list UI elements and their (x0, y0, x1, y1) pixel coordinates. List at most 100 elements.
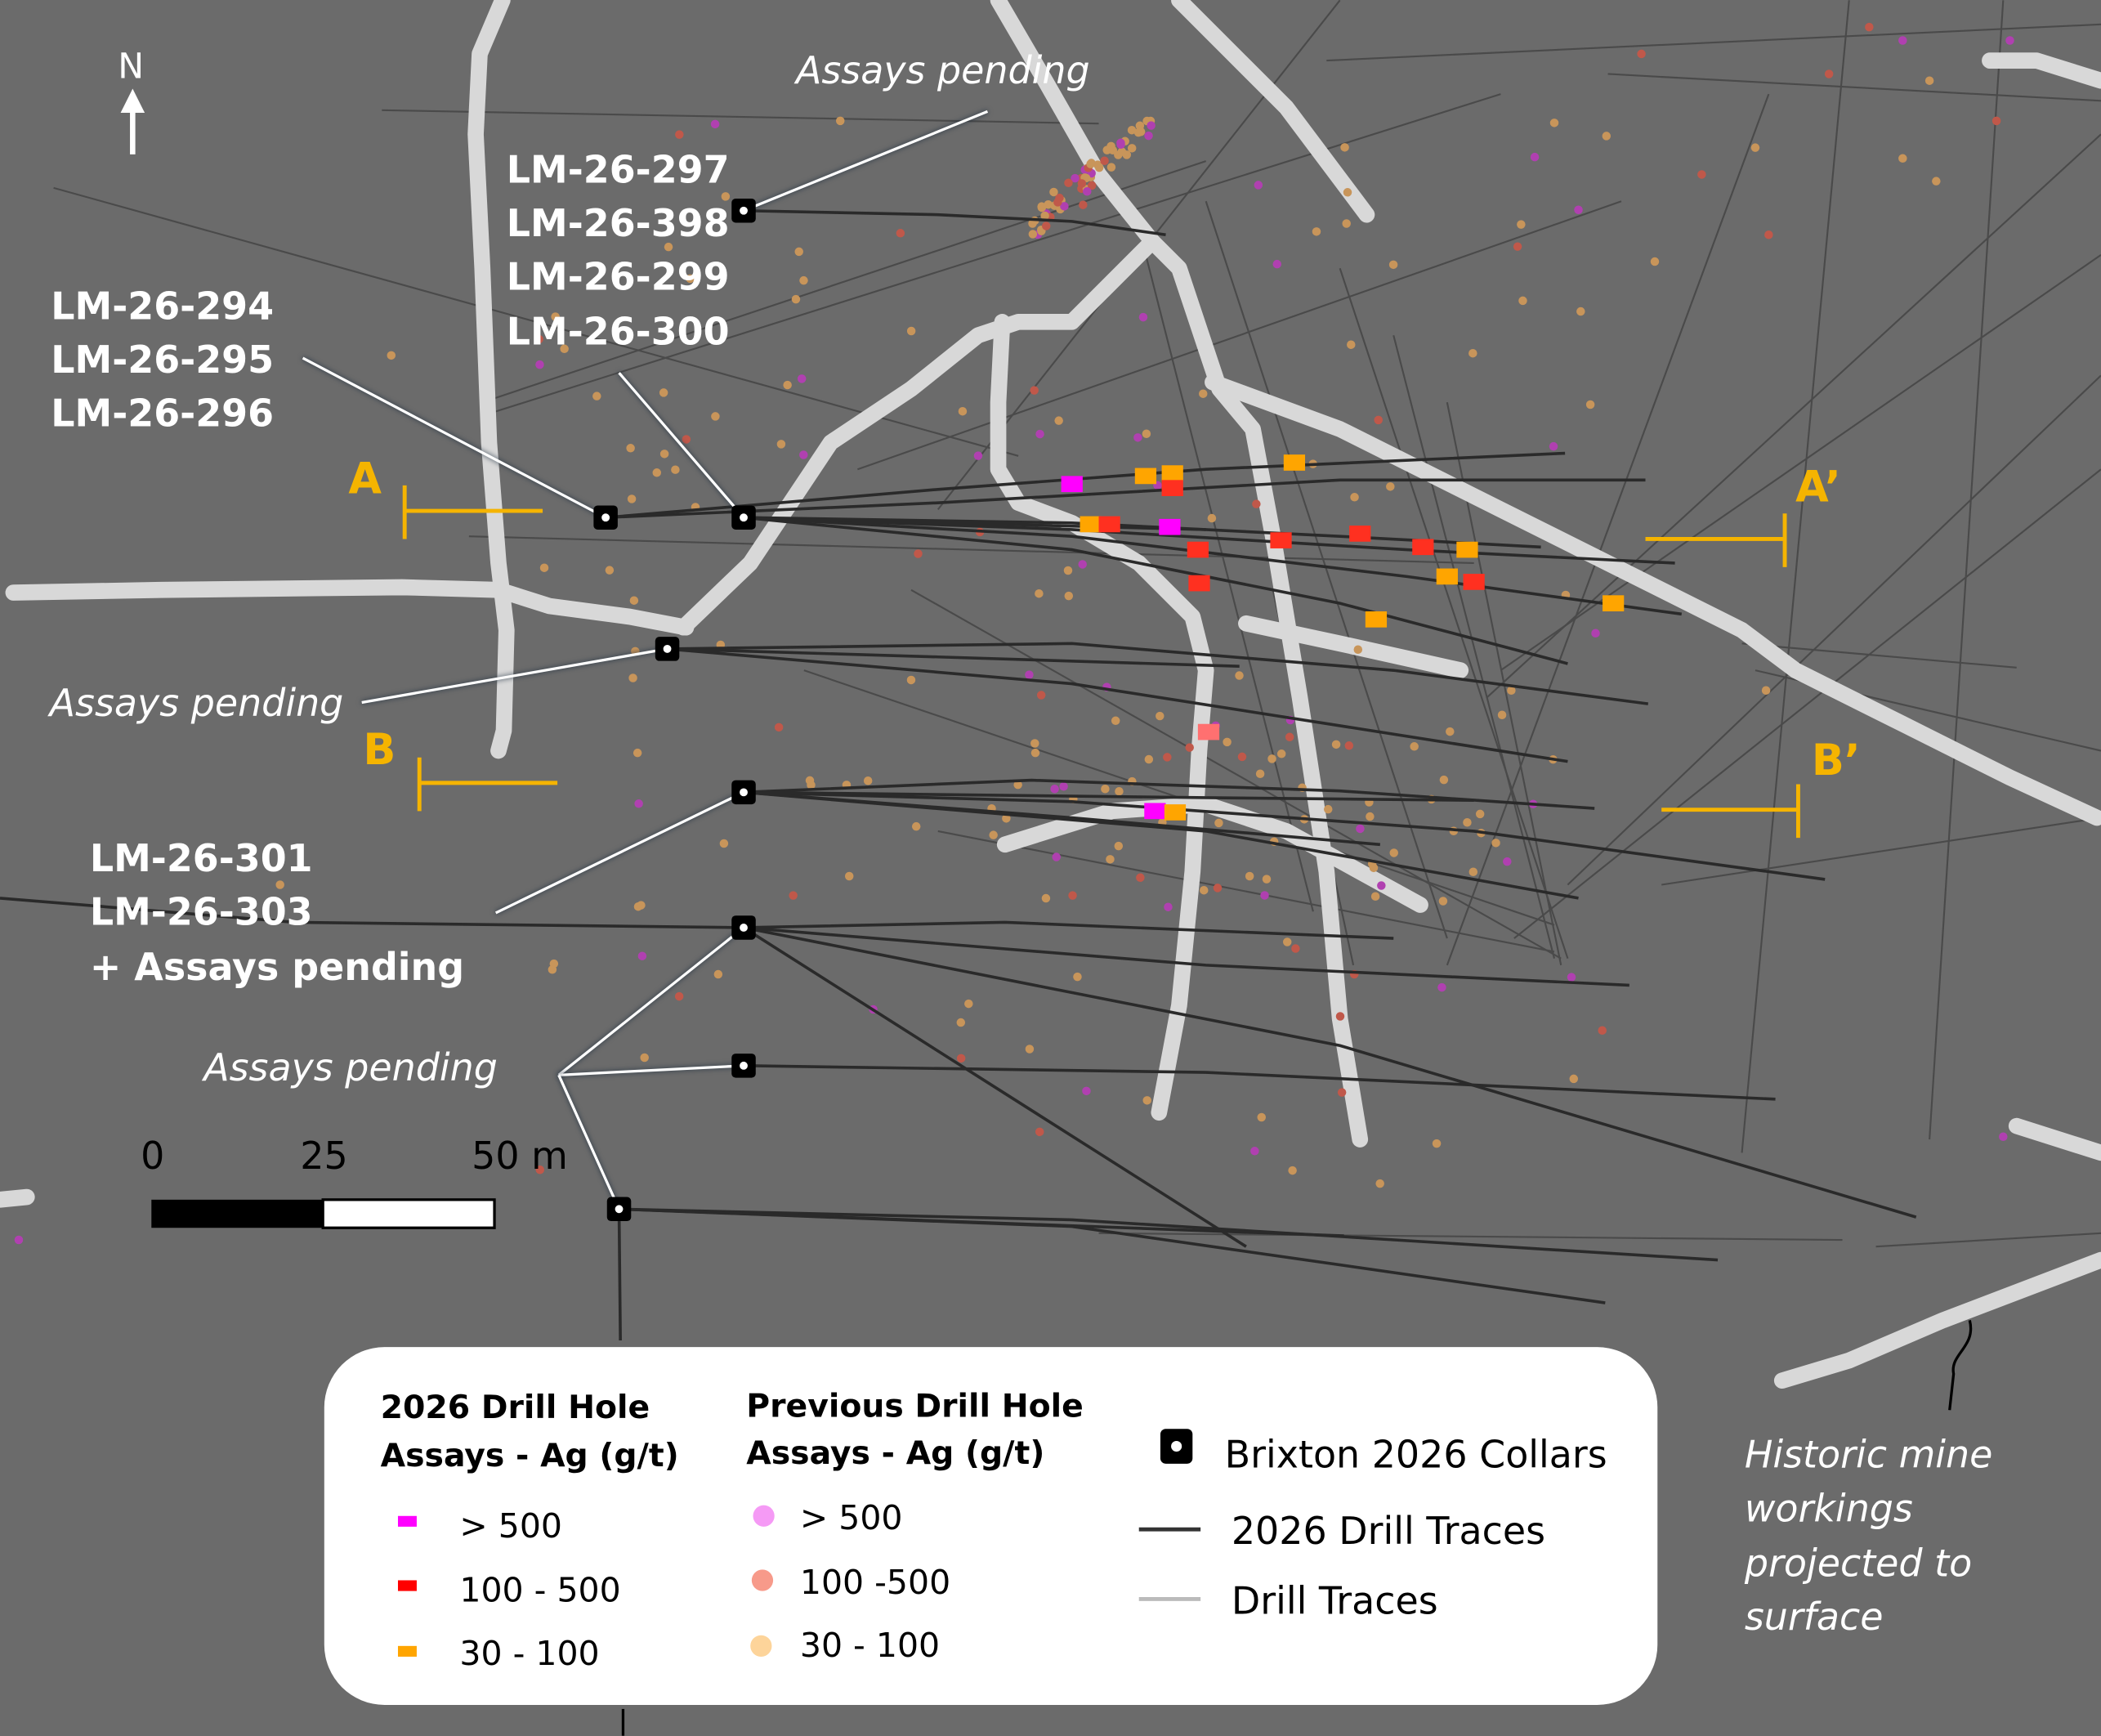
assay-point (1030, 739, 1039, 748)
assay-point (1199, 389, 1208, 398)
assay-point (791, 294, 801, 304)
assay-interval-2026 (1061, 476, 1083, 493)
legend-label: Drill Traces (1232, 1578, 1438, 1622)
drill-trace (910, 588, 1562, 960)
leader-lines (302, 110, 989, 1210)
assay-point (1138, 312, 1148, 322)
assay-point (1898, 154, 1907, 163)
assay-point (1518, 296, 1527, 306)
assay-point (1068, 891, 1077, 900)
assay-point (1035, 588, 1044, 598)
assay-point (682, 435, 691, 444)
assay-point (1036, 691, 1046, 700)
assay-point (1503, 857, 1512, 866)
assay-point (1156, 711, 1164, 721)
assay-point (1347, 340, 1356, 349)
assay-point (713, 969, 723, 979)
assay-interval-2026 (1159, 518, 1181, 535)
assay-point (721, 192, 731, 201)
assay-point (1185, 743, 1194, 752)
assay-point (605, 566, 615, 575)
assay-point (1044, 199, 1053, 209)
assay-point (1059, 782, 1068, 791)
assay-point (1237, 752, 1247, 762)
legend-label: Brixton 2026 Collars (1225, 1433, 1607, 1477)
assay-point (637, 951, 647, 960)
assay-point (1598, 1026, 1607, 1035)
assay-point (710, 119, 720, 129)
assay-point (652, 468, 662, 477)
drill-trace (1741, 642, 2017, 669)
assay-point (1865, 22, 1874, 32)
assays-pending-label: Assays pending (47, 681, 344, 725)
assay-point (1344, 741, 1354, 750)
assay-point (964, 999, 973, 1009)
assay-point (1335, 1012, 1345, 1021)
assay-point (1147, 121, 1156, 130)
legend: 2026 Drill Hole Assays - Ag (g/t) > 500 … (324, 1347, 1658, 1736)
assay-point (1040, 211, 1049, 221)
assay-point (637, 901, 646, 910)
legend-label: 30 - 100 (800, 1626, 940, 1665)
assay-point (1025, 1045, 1035, 1054)
assay-point (1257, 1112, 1266, 1122)
assay-point (1267, 754, 1276, 763)
assay-point (1049, 187, 1058, 197)
assay-point (1468, 348, 1477, 358)
legend-label: 100 -500 (800, 1563, 950, 1602)
assay-point (1272, 259, 1282, 269)
legend-dot-previous-30-100 (750, 1635, 772, 1657)
assay-point (1054, 416, 1063, 425)
assay-point (1136, 873, 1145, 883)
assay-point (1086, 159, 1095, 168)
assay-point (1100, 156, 1109, 165)
assay-interval-2026 (1603, 595, 1625, 612)
hole-label-group-3: LM-26-301 LM-26-303 + Assays pending (90, 836, 464, 989)
assay-point (896, 229, 905, 238)
assay-point (634, 799, 643, 808)
assay-point (1507, 686, 1516, 695)
assay-interval-2026 (1349, 526, 1371, 542)
assay-point (1106, 855, 1115, 864)
assay-interval-2026 (1436, 568, 1458, 585)
assay-point (675, 130, 684, 139)
assay-point (1028, 230, 1038, 239)
assay-point (659, 450, 669, 459)
assay-point (719, 839, 729, 848)
assay-interval-2026 (1197, 723, 1220, 740)
assay-point (2005, 36, 2014, 45)
drill-trace (53, 186, 1019, 457)
assay-interval-2026 (1161, 480, 1183, 496)
drill-trace (1607, 73, 2101, 102)
drill-trace (1875, 1232, 2101, 1248)
assay-point (1079, 200, 1088, 209)
assay-point (664, 242, 673, 252)
assay-point (671, 465, 680, 474)
scale-bar: 0 25 50 m (141, 1134, 568, 1229)
assay-point (551, 312, 560, 321)
assay-point (776, 440, 786, 449)
assay-point (1356, 824, 1365, 834)
assay-point (1497, 710, 1507, 719)
assays-2026 (1061, 454, 1625, 821)
assay-point (1235, 671, 1244, 680)
assay-point (1569, 1074, 1579, 1084)
assay-point (1924, 76, 1934, 85)
assay-point (1077, 179, 1087, 188)
assay-point (1576, 306, 1585, 316)
assay-point (1013, 780, 1022, 790)
assay-point (799, 450, 808, 459)
assay-point (783, 380, 792, 390)
collar-center (740, 206, 748, 215)
assay-point (592, 391, 601, 400)
assay-point (1764, 230, 1773, 239)
assay-point (1030, 386, 1039, 395)
assay-point (906, 326, 916, 336)
assay-point (799, 275, 808, 285)
assay-point (640, 1053, 649, 1063)
assay-point (863, 776, 873, 785)
hole-label-group-1: LM-26-297 LM-26-398 LM-26-299 LM-26-300 (507, 147, 743, 353)
legend-2026-title: 2026 Drill Hole Assays - Ag (g/t) (381, 1389, 679, 1474)
legend-swatch-2026-100-500 (397, 1580, 417, 1591)
assay-point (1410, 742, 1419, 751)
